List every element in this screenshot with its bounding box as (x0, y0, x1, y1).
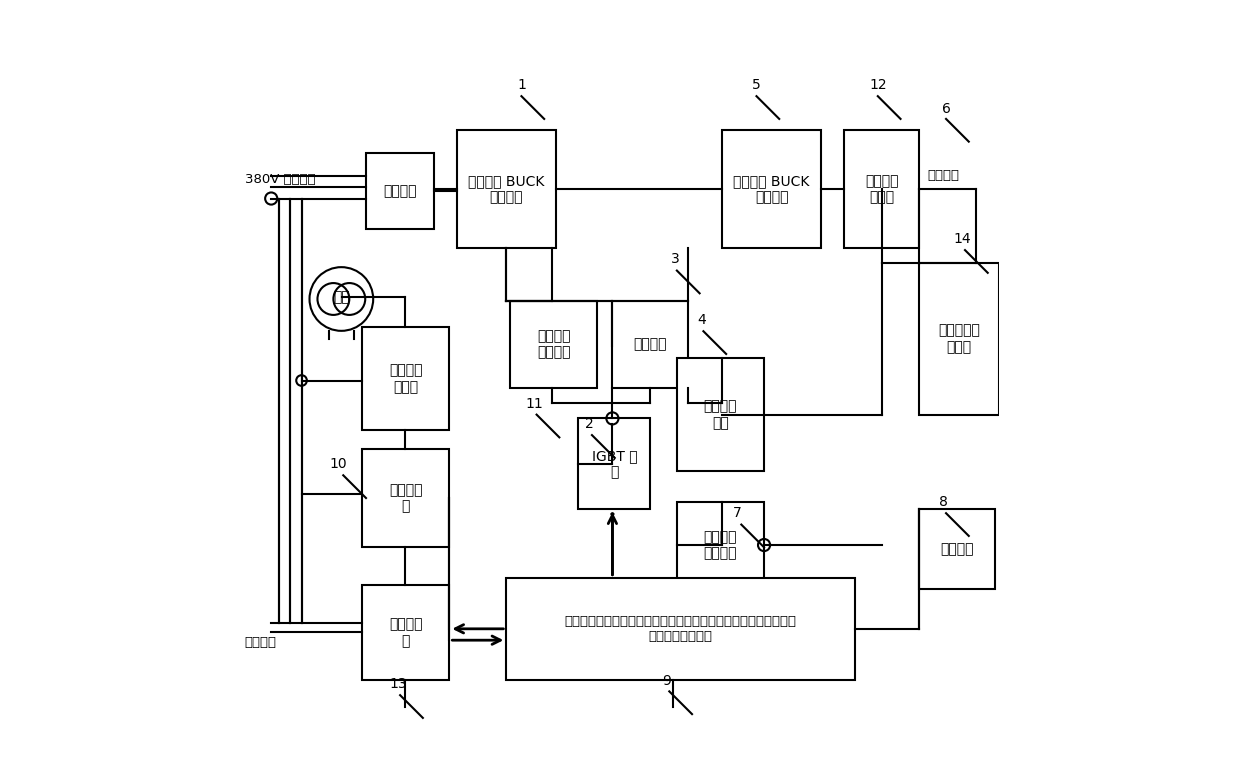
Text: 2: 2 (585, 417, 594, 431)
FancyBboxPatch shape (362, 327, 449, 430)
FancyBboxPatch shape (362, 449, 449, 547)
Text: 辅助基准 BUCK
降压电路: 辅助基准 BUCK 降压电路 (467, 174, 544, 204)
Text: 5: 5 (753, 78, 761, 91)
Text: 逆变器模
块: 逆变器模 块 (389, 617, 423, 648)
Text: 3: 3 (671, 252, 680, 266)
Text: 电机: 电机 (334, 291, 350, 304)
Text: 原电梯控
制系统: 原电梯控 制系统 (389, 364, 423, 393)
FancyBboxPatch shape (920, 263, 999, 415)
Text: 8: 8 (940, 495, 949, 509)
Text: 五方对讲电
源模块: 五方对讲电 源模块 (939, 323, 981, 354)
FancyBboxPatch shape (366, 153, 434, 229)
Text: 储能电感: 储能电感 (634, 337, 667, 352)
Text: 6: 6 (941, 102, 951, 116)
FancyBboxPatch shape (677, 358, 764, 472)
FancyBboxPatch shape (578, 419, 650, 509)
Text: 三相整流: 三相整流 (383, 184, 417, 198)
Text: 直流母线: 直流母线 (928, 169, 959, 183)
Text: 10: 10 (329, 457, 347, 472)
FancyBboxPatch shape (613, 301, 688, 388)
Text: 系统电源: 系统电源 (941, 542, 975, 556)
Text: 11: 11 (526, 396, 543, 411)
FancyBboxPatch shape (843, 130, 920, 248)
FancyBboxPatch shape (458, 130, 556, 248)
Text: 钛酸锂电
池组: 钛酸锂电 池组 (704, 400, 738, 430)
Text: 13: 13 (389, 677, 407, 691)
Text: 基准电压
滤波电容: 基准电压 滤波电容 (704, 530, 738, 561)
FancyBboxPatch shape (362, 585, 449, 680)
Text: 交流接触
器: 交流接触 器 (389, 483, 423, 513)
Text: 4: 4 (698, 313, 707, 326)
Text: 系统控制主板（包括单片机、液晶屏、信号采集和信号处理、通讯
电路、控制电路）: 系统控制主板（包括单片机、液晶屏、信号采集和信号处理、通讯 电路、控制电路） (564, 615, 796, 643)
FancyBboxPatch shape (920, 509, 996, 589)
FancyBboxPatch shape (510, 301, 598, 388)
Text: IGBT 模
块: IGBT 模 块 (591, 449, 637, 479)
FancyBboxPatch shape (723, 130, 821, 248)
FancyBboxPatch shape (677, 501, 764, 589)
Text: 14: 14 (954, 232, 971, 247)
Text: 9: 9 (662, 673, 671, 687)
Text: 380V 交流输入: 380V 交流输入 (244, 173, 315, 186)
Text: 7: 7 (733, 506, 742, 520)
Text: 直流母线: 直流母线 (244, 635, 277, 648)
Text: 直流母线
接触器: 直流母线 接触器 (864, 174, 898, 204)
Text: 1: 1 (517, 78, 526, 91)
Text: 充放电控
制接触器: 充放电控 制接触器 (537, 330, 570, 360)
FancyBboxPatch shape (506, 578, 856, 680)
Text: 能量回收 BUCK
降压电路: 能量回收 BUCK 降压电路 (733, 174, 810, 204)
Text: 12: 12 (869, 78, 887, 91)
